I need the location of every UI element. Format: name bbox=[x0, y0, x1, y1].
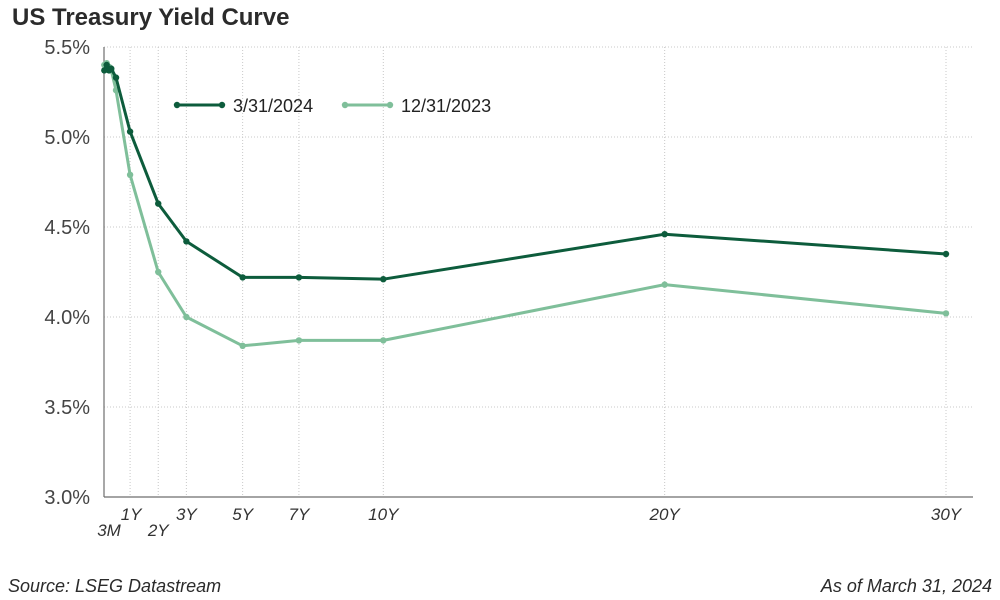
series-point-0 bbox=[101, 67, 108, 74]
series-point-1 bbox=[183, 313, 190, 321]
y-tick-label: 4.0% bbox=[44, 307, 90, 329]
x-tick-label: 3M bbox=[97, 521, 121, 540]
y-tick-label: 5.5% bbox=[44, 37, 90, 59]
series-point-0 bbox=[183, 238, 190, 245]
series-point-1 bbox=[155, 268, 162, 276]
x-tick-label: 1Y bbox=[121, 505, 143, 524]
series-point-1 bbox=[380, 337, 387, 344]
legend-swatch-point bbox=[386, 101, 394, 109]
x-tick-label: 7Y bbox=[289, 505, 311, 524]
series-line-0 bbox=[102, 63, 947, 281]
series-point-1 bbox=[126, 171, 134, 178]
legend-label: 3/31/2024 bbox=[233, 96, 313, 116]
source-note: Source: LSEG Datastream bbox=[8, 576, 222, 596]
series-point-1 bbox=[295, 337, 303, 344]
y-tick-labels: 3.0% 3.5% 4.0% 4.5% 5.0% 5.5% bbox=[44, 37, 90, 509]
series-point-0 bbox=[108, 65, 115, 72]
legend-swatch-point bbox=[341, 101, 349, 109]
series-point-0 bbox=[155, 200, 162, 207]
x-tick-label: 20Y bbox=[649, 505, 682, 524]
y-tick-label: 4.5% bbox=[44, 217, 90, 239]
series-point-0 bbox=[295, 274, 303, 281]
series-point-1 bbox=[661, 281, 668, 288]
axes bbox=[103, 47, 973, 498]
x-tick-label: 10Y bbox=[368, 505, 400, 524]
series-point-0 bbox=[126, 128, 134, 135]
as-of-note: As of March 31, 2024 bbox=[820, 576, 992, 596]
legend: 3/31/2024 12/31/2023 bbox=[173, 96, 491, 116]
series-point-0 bbox=[112, 74, 120, 81]
legend-label: 12/31/2023 bbox=[401, 96, 491, 116]
x-tick-label: 3Y bbox=[176, 505, 198, 524]
series-point-0 bbox=[661, 231, 668, 238]
series-point-0 bbox=[380, 276, 387, 283]
y-tick-label: 3.5% bbox=[44, 397, 90, 419]
series-point-1 bbox=[942, 310, 950, 317]
y-tick-label: 5.0% bbox=[44, 127, 90, 149]
legend-swatch-point bbox=[218, 101, 226, 109]
grid-lines bbox=[104, 46, 973, 497]
series-point-0 bbox=[103, 61, 110, 69]
y-tick-label: 3.0% bbox=[44, 487, 90, 509]
series-line-1 bbox=[103, 61, 947, 348]
series-point-0 bbox=[942, 250, 950, 258]
x-tick-label: 30Y bbox=[931, 505, 963, 524]
series-point-0 bbox=[239, 274, 246, 281]
x-tick-label: 5Y bbox=[232, 505, 254, 524]
x-tick-label: 2Y bbox=[147, 521, 170, 540]
series-point-1 bbox=[239, 342, 246, 349]
chart-title: US Treasury Yield Curve bbox=[12, 4, 290, 31]
series-layer bbox=[101, 60, 950, 349]
legend-swatch-point bbox=[173, 101, 181, 109]
